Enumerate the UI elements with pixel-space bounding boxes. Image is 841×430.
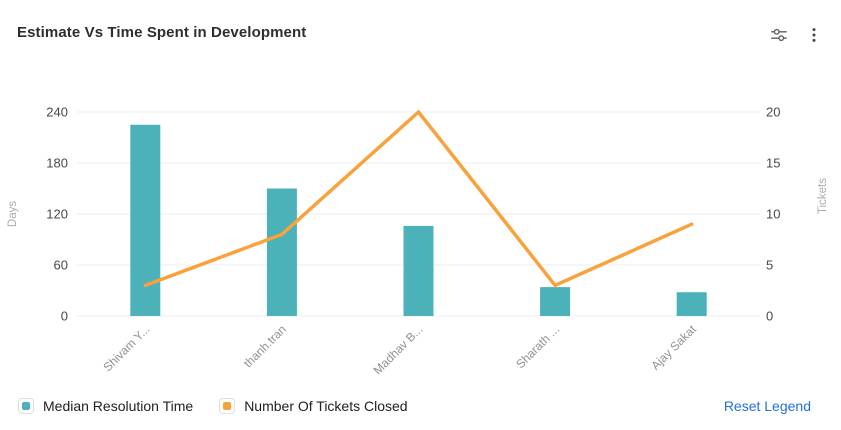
legend-swatch-teal bbox=[18, 398, 34, 414]
legend-label: Number Of Tickets Closed bbox=[244, 398, 408, 414]
category-label: Shivam Y... bbox=[100, 322, 152, 374]
left-axis-tick-label: 60 bbox=[54, 258, 68, 273]
left-axis-tick-label: 180 bbox=[46, 156, 68, 171]
combo-chart-plot[interactable]: 0 60 120 180 240 0 5 10 15 20 Days Tickets Shivam Y.… bbox=[0, 76, 841, 388]
category-label: Madhav B... bbox=[370, 322, 425, 377]
bar-Sharath ...[interactable] bbox=[540, 287, 571, 316]
legend-label: Median Resolution Time bbox=[43, 398, 194, 414]
right-axis-tick-label: 10 bbox=[766, 207, 780, 222]
chart-title: Estimate Vs Time Spent in Development bbox=[17, 24, 307, 41]
category-label: thanh.tran bbox=[241, 322, 289, 370]
right-axis-tick-label: 0 bbox=[766, 309, 773, 324]
category-label: Ajay Sakat bbox=[648, 322, 699, 373]
tickets-line-series[interactable] bbox=[143, 109, 694, 288]
sliders-icon bbox=[770, 26, 788, 47]
left-axis-tick-label: 240 bbox=[46, 105, 68, 120]
header-icons bbox=[768, 24, 825, 47]
reset-legend-link[interactable]: Reset Legend bbox=[723, 398, 811, 414]
right-axis-tick-label: 20 bbox=[766, 105, 780, 120]
widget-header: Estimate Vs Time Spent in Development bbox=[0, 0, 841, 47]
bar-Shivam Y...[interactable] bbox=[130, 124, 161, 316]
more-options-button[interactable] bbox=[803, 25, 825, 47]
right-axis-tick-label: 5 bbox=[766, 258, 773, 273]
bar-thanh.tran[interactable] bbox=[266, 188, 297, 317]
kebab-menu-icon bbox=[805, 26, 823, 47]
right-axis-tick-label: 15 bbox=[766, 156, 780, 171]
left-axis-tick-label: 0 bbox=[61, 309, 68, 324]
legend-item-number-of-tickets-closed[interactable]: Number Of Tickets Closed bbox=[219, 398, 408, 414]
sliders-filter-button[interactable] bbox=[768, 25, 790, 47]
category-label: Sharath ... bbox=[513, 322, 562, 371]
left-axis-tick-label: 120 bbox=[46, 207, 68, 222]
bar-Ajay Sakat[interactable] bbox=[676, 292, 707, 316]
legend-item-median-resolution-time[interactable]: Median Resolution Time bbox=[18, 398, 193, 414]
legend-swatch-orange bbox=[219, 398, 236, 414]
left-axis-name: Days bbox=[7, 201, 19, 227]
right-axis-name: Tickets bbox=[817, 178, 829, 214]
chart-legend: Median Resolution Time Number Of Tickets… bbox=[18, 398, 811, 414]
bar-Madhav B...[interactable] bbox=[403, 225, 434, 316]
